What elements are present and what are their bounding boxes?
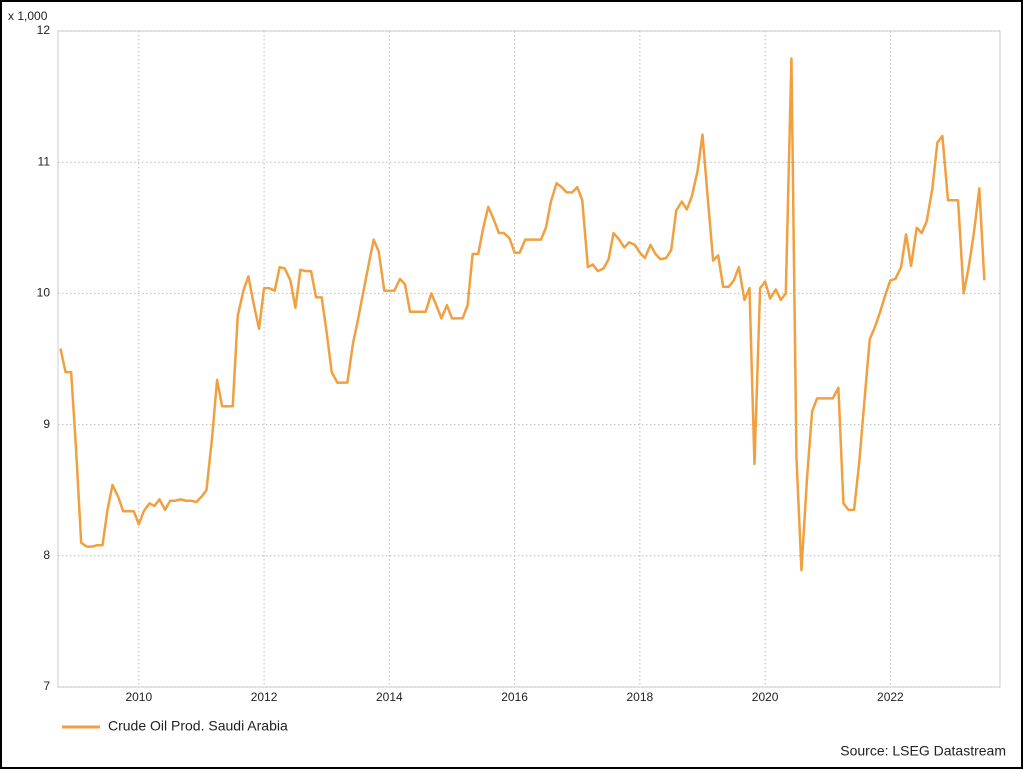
y-tick-label: 7 — [43, 679, 50, 693]
x-tick-label: 2016 — [501, 690, 528, 704]
x-tick-label: 2010 — [125, 690, 152, 704]
y-tick-label: 12 — [37, 23, 51, 37]
y-tick-label: 8 — [43, 548, 50, 562]
plot-area — [57, 30, 1001, 688]
x-tick-label: 2018 — [627, 690, 654, 704]
x-tick-label: 2020 — [752, 690, 779, 704]
y-tick-label: 10 — [37, 286, 51, 300]
source: Source: LSEG Datastream — [840, 743, 1006, 759]
y-tick-label: 9 — [43, 417, 50, 431]
y-tick-label: 11 — [38, 154, 51, 168]
x-tick-label: 2022 — [877, 690, 904, 704]
y-unit-label: x 1,000 — [8, 9, 48, 23]
x-tick-label: 2014 — [376, 690, 403, 704]
legend-label: Crude Oil Prod. Saudi Arabia — [108, 718, 288, 734]
data-line — [59, 57, 986, 572]
x-tick-label: 2012 — [251, 690, 278, 704]
